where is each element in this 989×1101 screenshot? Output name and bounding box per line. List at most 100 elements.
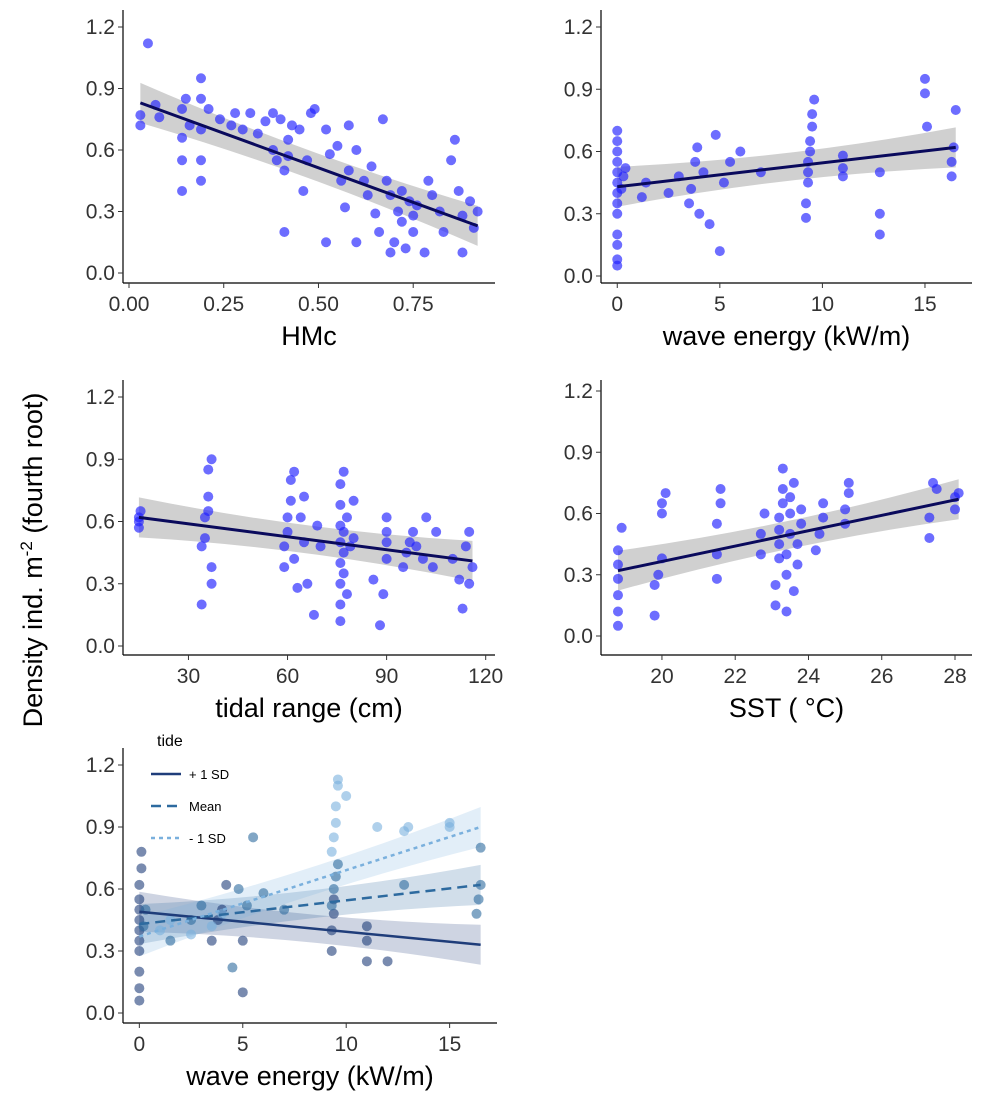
data-point [919,88,930,99]
data-point [472,206,483,217]
data-point [180,93,191,104]
data-point [196,73,206,84]
data-point [770,600,781,611]
data-point [366,161,377,172]
data-point [759,508,770,519]
data-point [361,935,372,946]
data-point [725,156,736,167]
data-point [777,498,788,509]
data-point [612,136,623,147]
x-tick-label: 10 [335,1033,358,1056]
data-point [385,247,396,258]
data-point [464,578,475,589]
data-point [341,512,352,523]
data-point [196,900,207,911]
data-point [335,479,346,490]
x-tick-label: 10 [811,293,834,316]
data-point [351,145,362,155]
x-tick-label: 15 [438,1033,461,1056]
data-point [245,108,256,119]
data-point [692,142,703,153]
data-point [382,956,393,967]
data-point [710,129,721,140]
data-point [718,177,729,188]
data-point [332,774,343,785]
data-point [375,620,386,631]
data-point [362,190,373,201]
y-tick-label: 0.9 [564,441,593,464]
data-point [399,879,410,890]
y-tick-label: 0.0 [86,635,115,658]
data-point [338,547,349,558]
data-point [294,124,305,135]
x-axis-title: HMc [281,321,337,351]
data-point [206,921,217,932]
data-point [411,541,422,552]
data-point [233,884,244,894]
data-point [788,477,799,488]
data-point [656,498,667,509]
data-point [335,578,346,589]
data-point [348,495,359,506]
data-point [774,553,785,564]
data-point [653,569,664,580]
data-point [950,105,961,115]
data-point [286,120,297,131]
data-point [368,574,379,585]
x-tick-label: 0 [133,1033,145,1056]
data-point [785,492,796,503]
data-point [330,801,341,812]
data-point [298,186,309,196]
data-point [351,237,362,248]
data-point [282,526,293,537]
data-point [203,491,214,502]
data-point [335,499,346,510]
data-point [292,582,303,593]
data-point [467,562,478,573]
data-point [177,155,188,166]
y-tick-label: 0.6 [86,139,115,162]
data-point [686,183,697,194]
data-point [800,212,811,223]
data-point [341,589,352,600]
x-tick-label: 0.50 [298,293,339,316]
data-point [324,149,335,160]
data-point [275,114,286,125]
data-point [321,237,332,248]
y-tick-label: 0.6 [564,503,593,526]
data-point [381,175,392,186]
data-point [372,822,383,832]
data-point [221,879,232,890]
data-point [381,553,392,564]
data-point [612,156,623,167]
x-tick-label: 24 [797,665,821,688]
data-point [924,533,935,543]
data-point [774,539,785,550]
data-point [612,208,623,219]
data-point [792,539,803,550]
data-point [136,846,147,857]
data-point [473,894,484,905]
data-point [378,589,389,600]
data-point [135,506,146,517]
data-point [684,198,695,209]
data-point [341,791,352,801]
data-point [230,108,241,119]
legend-label: + 1 SD [189,767,229,782]
data-point [136,863,147,874]
data-point [805,136,816,147]
data-point [800,198,811,209]
data-point [335,558,346,568]
data-point [312,520,323,531]
data-point [389,237,400,248]
data-point [338,568,349,579]
data-point [206,562,217,573]
data-point [454,574,465,585]
data-point [618,171,629,182]
data-point [203,464,214,475]
data-point [282,512,293,523]
y-tick-label: 0.3 [86,573,115,596]
